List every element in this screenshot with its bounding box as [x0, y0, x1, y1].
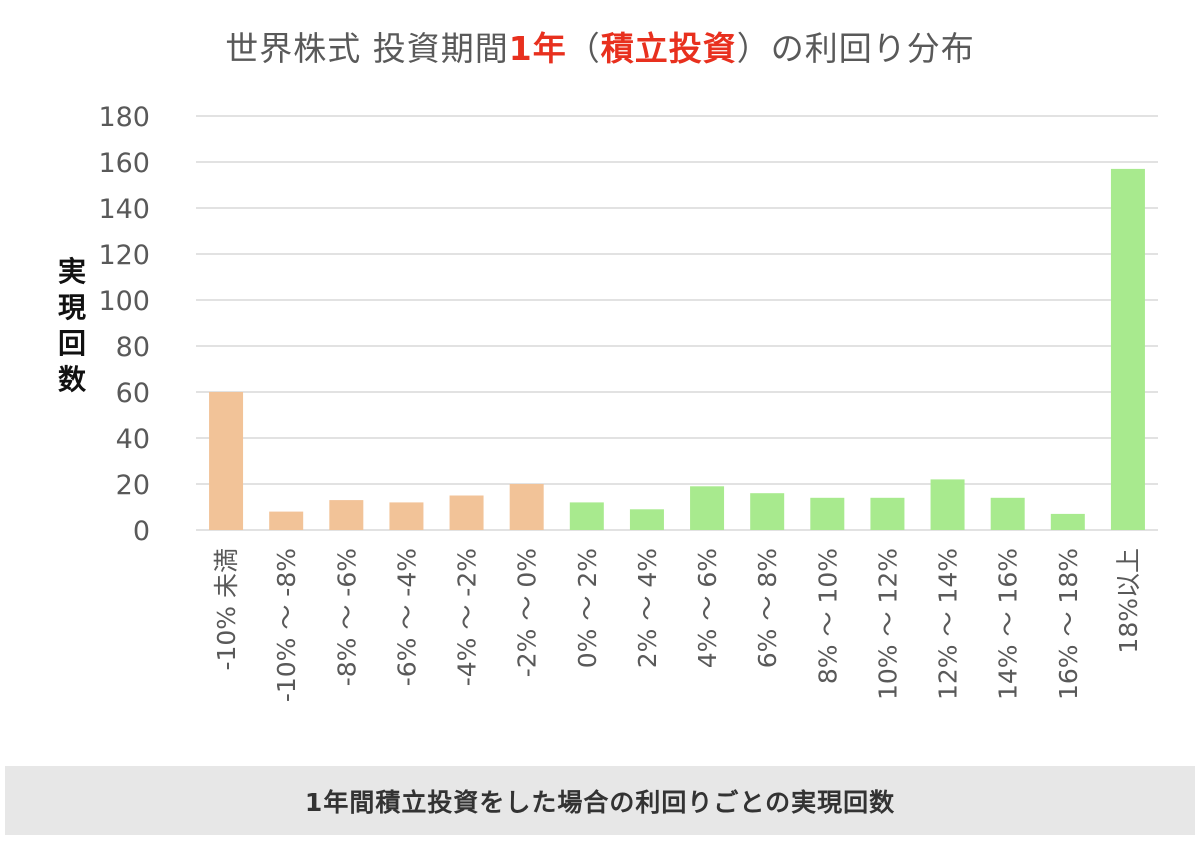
bar [449, 495, 484, 530]
x-tick-label: -2% ～ 0% [513, 548, 542, 677]
bar [569, 502, 604, 530]
bar [930, 479, 965, 530]
caption-box: 1年間積立投資をした場合の利回りごとの実現回数 [5, 766, 1195, 835]
bar [329, 500, 364, 530]
x-tick-label: 14% ～ 16% [994, 548, 1023, 700]
caption-text: 1年間積立投資をした場合の利回りごとの実現回数 [304, 787, 896, 817]
title-part-method: 積立投資 [600, 29, 737, 68]
y-tick-label: 60 [116, 378, 150, 409]
y-axis-label-char: 実 [58, 255, 86, 288]
bar [690, 486, 725, 530]
y-tick-label: 160 [98, 148, 150, 179]
title-part-open-paren: （ [566, 29, 601, 68]
title-part-prefix: 世界株式 投資期間 [225, 29, 509, 68]
bar [629, 509, 664, 530]
bar [509, 484, 544, 530]
bar [269, 511, 304, 530]
y-tick-label: 80 [116, 332, 150, 363]
x-tick-label: -10% 未満 [212, 548, 241, 671]
x-tick-label: 10% ～ 12% [873, 548, 902, 700]
y-tick-label: 40 [116, 424, 150, 455]
title-part-close-paren: ） [736, 29, 771, 68]
x-tick-label: -4% ～ -2% [453, 548, 482, 686]
x-tick-label: 16% ～ 18% [1054, 548, 1083, 700]
bar [990, 497, 1025, 530]
x-tick-label: -10% ～ -8% [272, 548, 301, 702]
title-part-suffix: の利回り分布 [770, 29, 975, 68]
y-tick-label: 120 [98, 240, 150, 271]
y-axis-label-char: 現 [58, 291, 86, 324]
chart-title: 世界株式 投資期間1年（積立投資）の利回り分布 [0, 22, 1200, 70]
y-tick-label: 100 [98, 286, 150, 317]
y-axis-label-char: 回 [58, 327, 86, 360]
x-tick-label: 0% ～ 2% [573, 548, 602, 668]
y-tick-label: 0 [133, 516, 150, 547]
bar [389, 502, 424, 530]
x-tick-label: 2% ～ 4% [633, 548, 662, 668]
x-tick-label: -6% ～ -4% [392, 548, 421, 686]
bar [1110, 168, 1145, 530]
bar [750, 493, 785, 530]
x-tick-label: 18%以上 [1114, 548, 1143, 654]
y-tick-label: 140 [98, 194, 150, 225]
x-tick-label: 4% ～ 6% [693, 548, 722, 668]
y-tick-label: 180 [98, 102, 150, 133]
y-tick-label: 20 [116, 470, 150, 501]
title-part-period: 1年 [508, 29, 567, 68]
x-tick-label: -8% ～ -6% [332, 548, 361, 686]
x-tick-label: 8% ～ 10% [813, 548, 842, 684]
y-axis-label-char: 数 [58, 363, 87, 396]
x-tick-label: 12% ～ 14% [934, 548, 963, 700]
bar [209, 392, 244, 530]
bar [1050, 513, 1085, 530]
bar [810, 497, 845, 530]
bar-chart: 0 20 40 60 80 100 120 140 160 180 -10% 未満 -10% ～ -8… [58, 102, 1158, 702]
bar [870, 497, 905, 530]
x-tick-label: 6% ～ 8% [753, 548, 782, 668]
